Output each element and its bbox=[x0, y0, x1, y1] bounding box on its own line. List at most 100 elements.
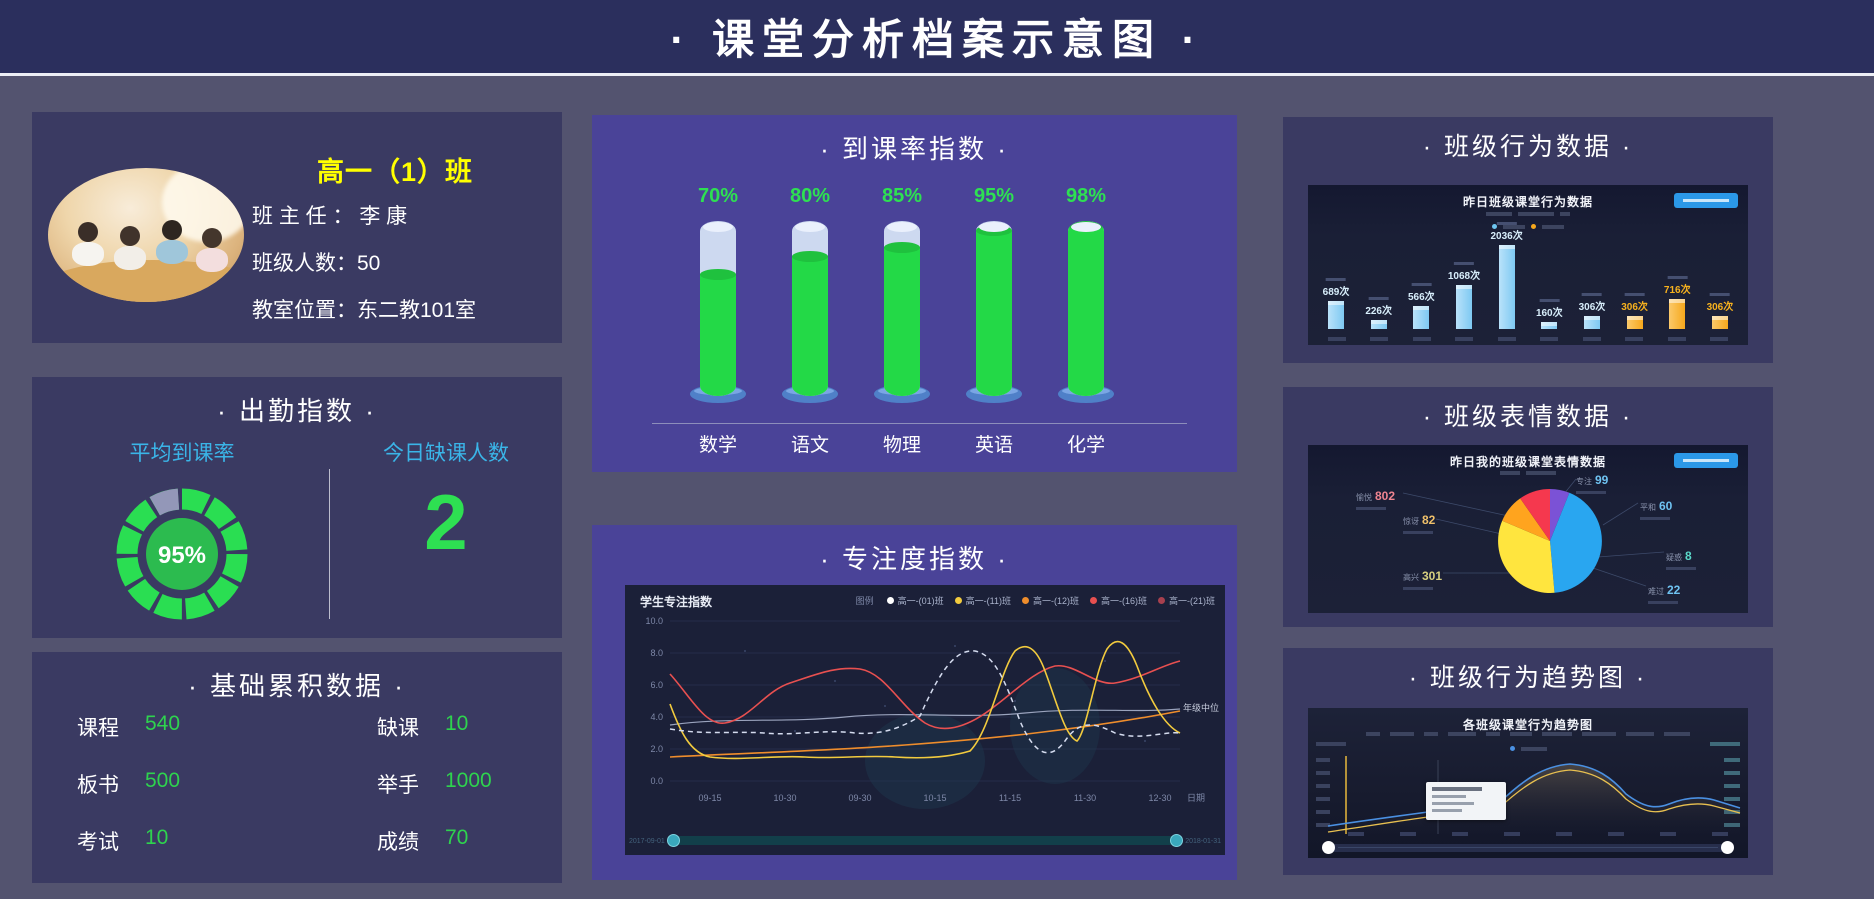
legend-item[interactable]: 高一-(11)班 bbox=[954, 594, 1011, 607]
behavior-bar: 306次 bbox=[1621, 302, 1648, 329]
emotion-label-surprise: 惊讶 82 bbox=[1403, 511, 1435, 534]
cylinder-chemistry: 98% bbox=[1040, 185, 1132, 403]
trend-chart-screenshot: 各班级课堂行为趋势图 bbox=[1308, 708, 1748, 858]
slider-handle-right[interactable] bbox=[1170, 834, 1183, 847]
legend-dot bbox=[1021, 597, 1029, 604]
trend-tooltip bbox=[1426, 782, 1506, 820]
emotion-label-calm: 平和 60 bbox=[1640, 497, 1672, 520]
cylinder-chinese: 80% bbox=[764, 185, 856, 403]
svg-text:0.0: 0.0 bbox=[650, 776, 663, 786]
emotion-panel-title: · 班级表情数据 · bbox=[1422, 403, 1634, 431]
emotion-label-joy: 愉悦 802 bbox=[1356, 487, 1395, 510]
basic-stats-title: · 基础累积数据 · bbox=[188, 671, 406, 701]
cylinder-math: 70% bbox=[672, 185, 764, 403]
pie-slice-yellow bbox=[1498, 520, 1555, 593]
trend-x-axis-labels bbox=[1348, 832, 1728, 836]
svg-text:2.0: 2.0 bbox=[650, 744, 663, 754]
emotion-chart-title: 昨日我的班级课堂表情数据 bbox=[1449, 455, 1606, 469]
focus-line-chart: 10.0 8.0 6.0 4.0 2.0 0.0 09-15 10-30 09-… bbox=[645, 616, 1219, 809]
attendance-rate-panel: · 到课率指数 · 70% 80% 85% 95% 98% 数学 语文 bbox=[592, 115, 1237, 472]
trend-y-axis-title bbox=[1316, 742, 1346, 746]
cylinder-tube bbox=[700, 221, 736, 396]
svg-text:10-30: 10-30 bbox=[773, 793, 796, 803]
svg-text:09-30: 09-30 bbox=[848, 793, 871, 803]
median-label: 年级中位 bbox=[1183, 702, 1219, 713]
class-name: 高一（1）班 bbox=[316, 157, 474, 187]
emotion-chart-screenshot: 昨日我的班级课堂表情数据 愉悦 80 bbox=[1308, 445, 1748, 613]
series-line-11 bbox=[669, 640, 1181, 760]
trend-filter-row[interactable] bbox=[1308, 732, 1748, 736]
svg-text:11-15: 11-15 bbox=[999, 793, 1021, 803]
stat-absences: 缺课 10 bbox=[377, 712, 469, 740]
stat-hand-raises: 举手 1000 bbox=[377, 769, 492, 797]
focus-chart-screenshot: 学生专注指数 图例 高一-(01)班 高一-(11)班 高一-(12)班 高一-… bbox=[625, 585, 1225, 855]
attendance-rate-title: · 到课率指数 · bbox=[820, 134, 1009, 164]
trend-y2-axis-title bbox=[1710, 742, 1740, 746]
legend-dot bbox=[954, 597, 962, 604]
stat-exams: 考试 10 bbox=[77, 826, 169, 854]
class-details: 班 主 任 ： 李 康 班级人数：50 教室位置：东二教101室 bbox=[252, 200, 476, 324]
cylinder-tube bbox=[1068, 221, 1104, 396]
legend-item[interactable]: 高一-(21)班 bbox=[1157, 594, 1215, 607]
behavior-chart-title: 昨日班级课堂行为数据 bbox=[1462, 195, 1593, 209]
svg-text:09-15: 09-15 bbox=[698, 793, 721, 803]
avg-attendance-label: 平均到课率 bbox=[129, 442, 235, 465]
behavior-bar: 160次 bbox=[1536, 308, 1563, 329]
trend-range-slider[interactable] bbox=[1322, 841, 1734, 854]
pie-slice-red bbox=[1520, 489, 1550, 541]
focus-chart-title: 学生专注指数 bbox=[640, 595, 713, 609]
behavior-bars: 689次 226次 566次 1068次 2036次 160次 306次 306… bbox=[1323, 231, 1733, 329]
basic-stats-grid: 课程 540 缺课 10 板书 500 举手 1000 考试 10 成绩 70 bbox=[77, 712, 532, 856]
page-title: · 课堂分析档案示意图 · bbox=[670, 16, 1204, 63]
svg-text:12-30: 12-30 bbox=[1148, 793, 1171, 803]
trend-y-axis-ticks bbox=[1316, 758, 1330, 827]
range-end-date: 2018-01-31 bbox=[1185, 838, 1221, 845]
series-line-16 bbox=[669, 660, 1181, 730]
focus-legend: 图例 高一-(01)班 高一-(11)班 高一-(12)班 高一-(16)班 高… bbox=[856, 594, 1215, 607]
legend-label: 图例 bbox=[855, 596, 874, 606]
focus-range-slider[interactable] bbox=[667, 834, 1183, 847]
legend-item[interactable]: 高一-(12)班 bbox=[1021, 594, 1079, 607]
class-room: 教室位置：东二教101室 bbox=[252, 299, 477, 322]
legend-item[interactable]: 高一-(01)班 bbox=[886, 594, 944, 607]
cylinder-tube bbox=[792, 221, 828, 396]
svg-text:10-15: 10-15 bbox=[923, 793, 946, 803]
axis-line bbox=[652, 423, 1187, 424]
cylinder-english: 95% bbox=[948, 185, 1040, 403]
legend-dot-orange bbox=[1531, 224, 1536, 229]
svg-text:8.0: 8.0 bbox=[650, 648, 663, 658]
trend-line-blue bbox=[1327, 763, 1741, 827]
donut-center-value: 95% bbox=[158, 542, 206, 569]
legend-dot-blue bbox=[1509, 746, 1515, 751]
pie-slice-purple bbox=[1550, 489, 1570, 541]
behavior-bar: 306次 bbox=[1579, 302, 1605, 329]
emotion-label-happy: 高兴 301 bbox=[1403, 567, 1442, 590]
series-line-12 bbox=[669, 710, 1181, 758]
class-photo bbox=[48, 168, 244, 302]
behavior-bar: 306次 bbox=[1707, 302, 1733, 329]
emotion-panel: · 班级表情数据 · 昨日我的班级课堂表情数据 bbox=[1283, 387, 1773, 627]
trend-chart-title: 各班级课堂行为趋势图 bbox=[1462, 718, 1593, 732]
slider-handle-right[interactable] bbox=[1721, 841, 1734, 854]
slider-handle-left[interactable] bbox=[667, 834, 680, 847]
attendance-panel-title: · 出勤指数 · bbox=[217, 396, 377, 426]
emotion-label-confused: 疑惑 8 bbox=[1666, 547, 1696, 570]
photo-window-light bbox=[162, 168, 244, 242]
cylinder-tube bbox=[976, 221, 1012, 396]
legend-item[interactable]: 高一-(16)班 bbox=[1089, 594, 1147, 607]
stat-blackboard: 板书 500 bbox=[77, 769, 181, 797]
legend-dot bbox=[1157, 597, 1165, 604]
behavior-detail-button[interactable] bbox=[1674, 193, 1738, 208]
trend-panel: · 班级行为趋势图 · 各班级课堂行为趋势图 bbox=[1283, 648, 1773, 875]
subject-label-math: 数学 bbox=[698, 435, 737, 456]
behavior-panel-title: · 班级行为数据 · bbox=[1422, 133, 1634, 161]
behavior-bar: 566次 bbox=[1408, 292, 1435, 329]
emotion-detail-button[interactable] bbox=[1674, 453, 1738, 468]
cylinder-physics: 85% bbox=[856, 185, 948, 403]
class-teacher: 班 主 任 ： 李 康 bbox=[252, 205, 408, 228]
donut-svg: 95% bbox=[116, 488, 248, 620]
slider-handle-left[interactable] bbox=[1322, 841, 1335, 854]
svg-text:4.0: 4.0 bbox=[650, 712, 663, 722]
svg-text:6.0: 6.0 bbox=[650, 680, 663, 690]
